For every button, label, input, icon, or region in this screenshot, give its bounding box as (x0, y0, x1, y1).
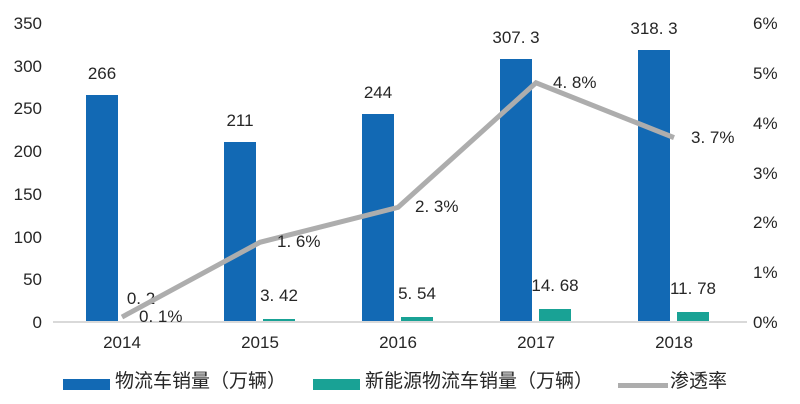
x-axis-label-year: 2016 (379, 333, 417, 352)
line-value-label-penetration: 4. 8% (553, 72, 597, 92)
bar-value-label-nev: 14. 68 (531, 276, 579, 296)
left-axis-tick-label: 250 (13, 99, 42, 119)
right-axis-tick-label: 6% (753, 14, 778, 33)
left-axis-tick-label: 100 (13, 227, 42, 247)
bar-value-label-logistics: 307. 3 (492, 28, 540, 48)
legend-label-penetration-rate: 渗透率 (670, 371, 728, 392)
right-axis-tick-label: 4% (753, 113, 778, 133)
x-axis-line (53, 321, 747, 323)
legend-label-logistics-sales: 物流车销量（万辆） (115, 371, 287, 392)
left-axis-tick-label: 50 (23, 270, 42, 290)
bar-value-label-nev: 0. 2 (126, 288, 156, 308)
bar-value-label-nev: 5. 54 (398, 284, 436, 304)
x-axis-label-year: 2014 (103, 333, 141, 352)
right-axis-tick-label: 2% (753, 213, 778, 233)
bar-logistics-sales (638, 50, 670, 322)
legend-swatch-penetration-rate (618, 383, 668, 388)
bar-nev-logistics-sales (401, 317, 433, 322)
bar-value-label-logistics: 318. 3 (630, 19, 678, 39)
right-axis-tick-label: 1% (753, 263, 778, 283)
line-value-label-penetration: 0. 1% (139, 307, 183, 327)
line-value-label-penetration: 1. 6% (277, 232, 321, 252)
x-axis-label-year: 2017 (517, 333, 555, 352)
bar-value-label-logistics: 244 (363, 82, 393, 102)
left-axis-tick-label: 300 (13, 56, 42, 76)
left-axis-tick-label: 150 (13, 184, 42, 204)
legend-swatch-logistics-sales (63, 379, 110, 390)
x-axis-label-year: 2015 (241, 333, 279, 352)
right-axis-tick-label: 3% (753, 163, 778, 183)
bar-logistics-sales (86, 94, 118, 322)
bar-logistics-sales (224, 141, 256, 322)
bar-value-label-logistics: 266 (87, 63, 117, 83)
right-axis-tick-label: 0% (753, 313, 778, 332)
bar-nev-logistics-sales (677, 311, 709, 322)
bar-value-label-nev: 11. 78 (669, 278, 717, 298)
legend-label-nev-logistics-sales: 新能源物流车销量（万辆） (365, 371, 594, 392)
left-axis-tick-label: 200 (13, 142, 42, 162)
bar-logistics-sales (500, 59, 532, 322)
bar-value-label-logistics: 211 (226, 110, 254, 130)
line-value-label-penetration: 2. 3% (415, 197, 459, 217)
legend-swatch-nev-logistics-sales (313, 379, 360, 390)
bar-nev-logistics-sales (263, 319, 295, 322)
left-axis-tick-label: 0 (32, 313, 42, 332)
bar-value-label-nev: 3. 42 (260, 286, 298, 306)
bar-logistics-sales (362, 113, 394, 322)
line-value-label-penetration: 3. 7% (691, 127, 735, 147)
x-axis-label-year: 2018 (655, 333, 693, 352)
right-axis-tick-label: 5% (753, 63, 778, 83)
penetration-rate-line (120, 79, 675, 320)
left-axis-tick-label: 350 (13, 14, 42, 33)
